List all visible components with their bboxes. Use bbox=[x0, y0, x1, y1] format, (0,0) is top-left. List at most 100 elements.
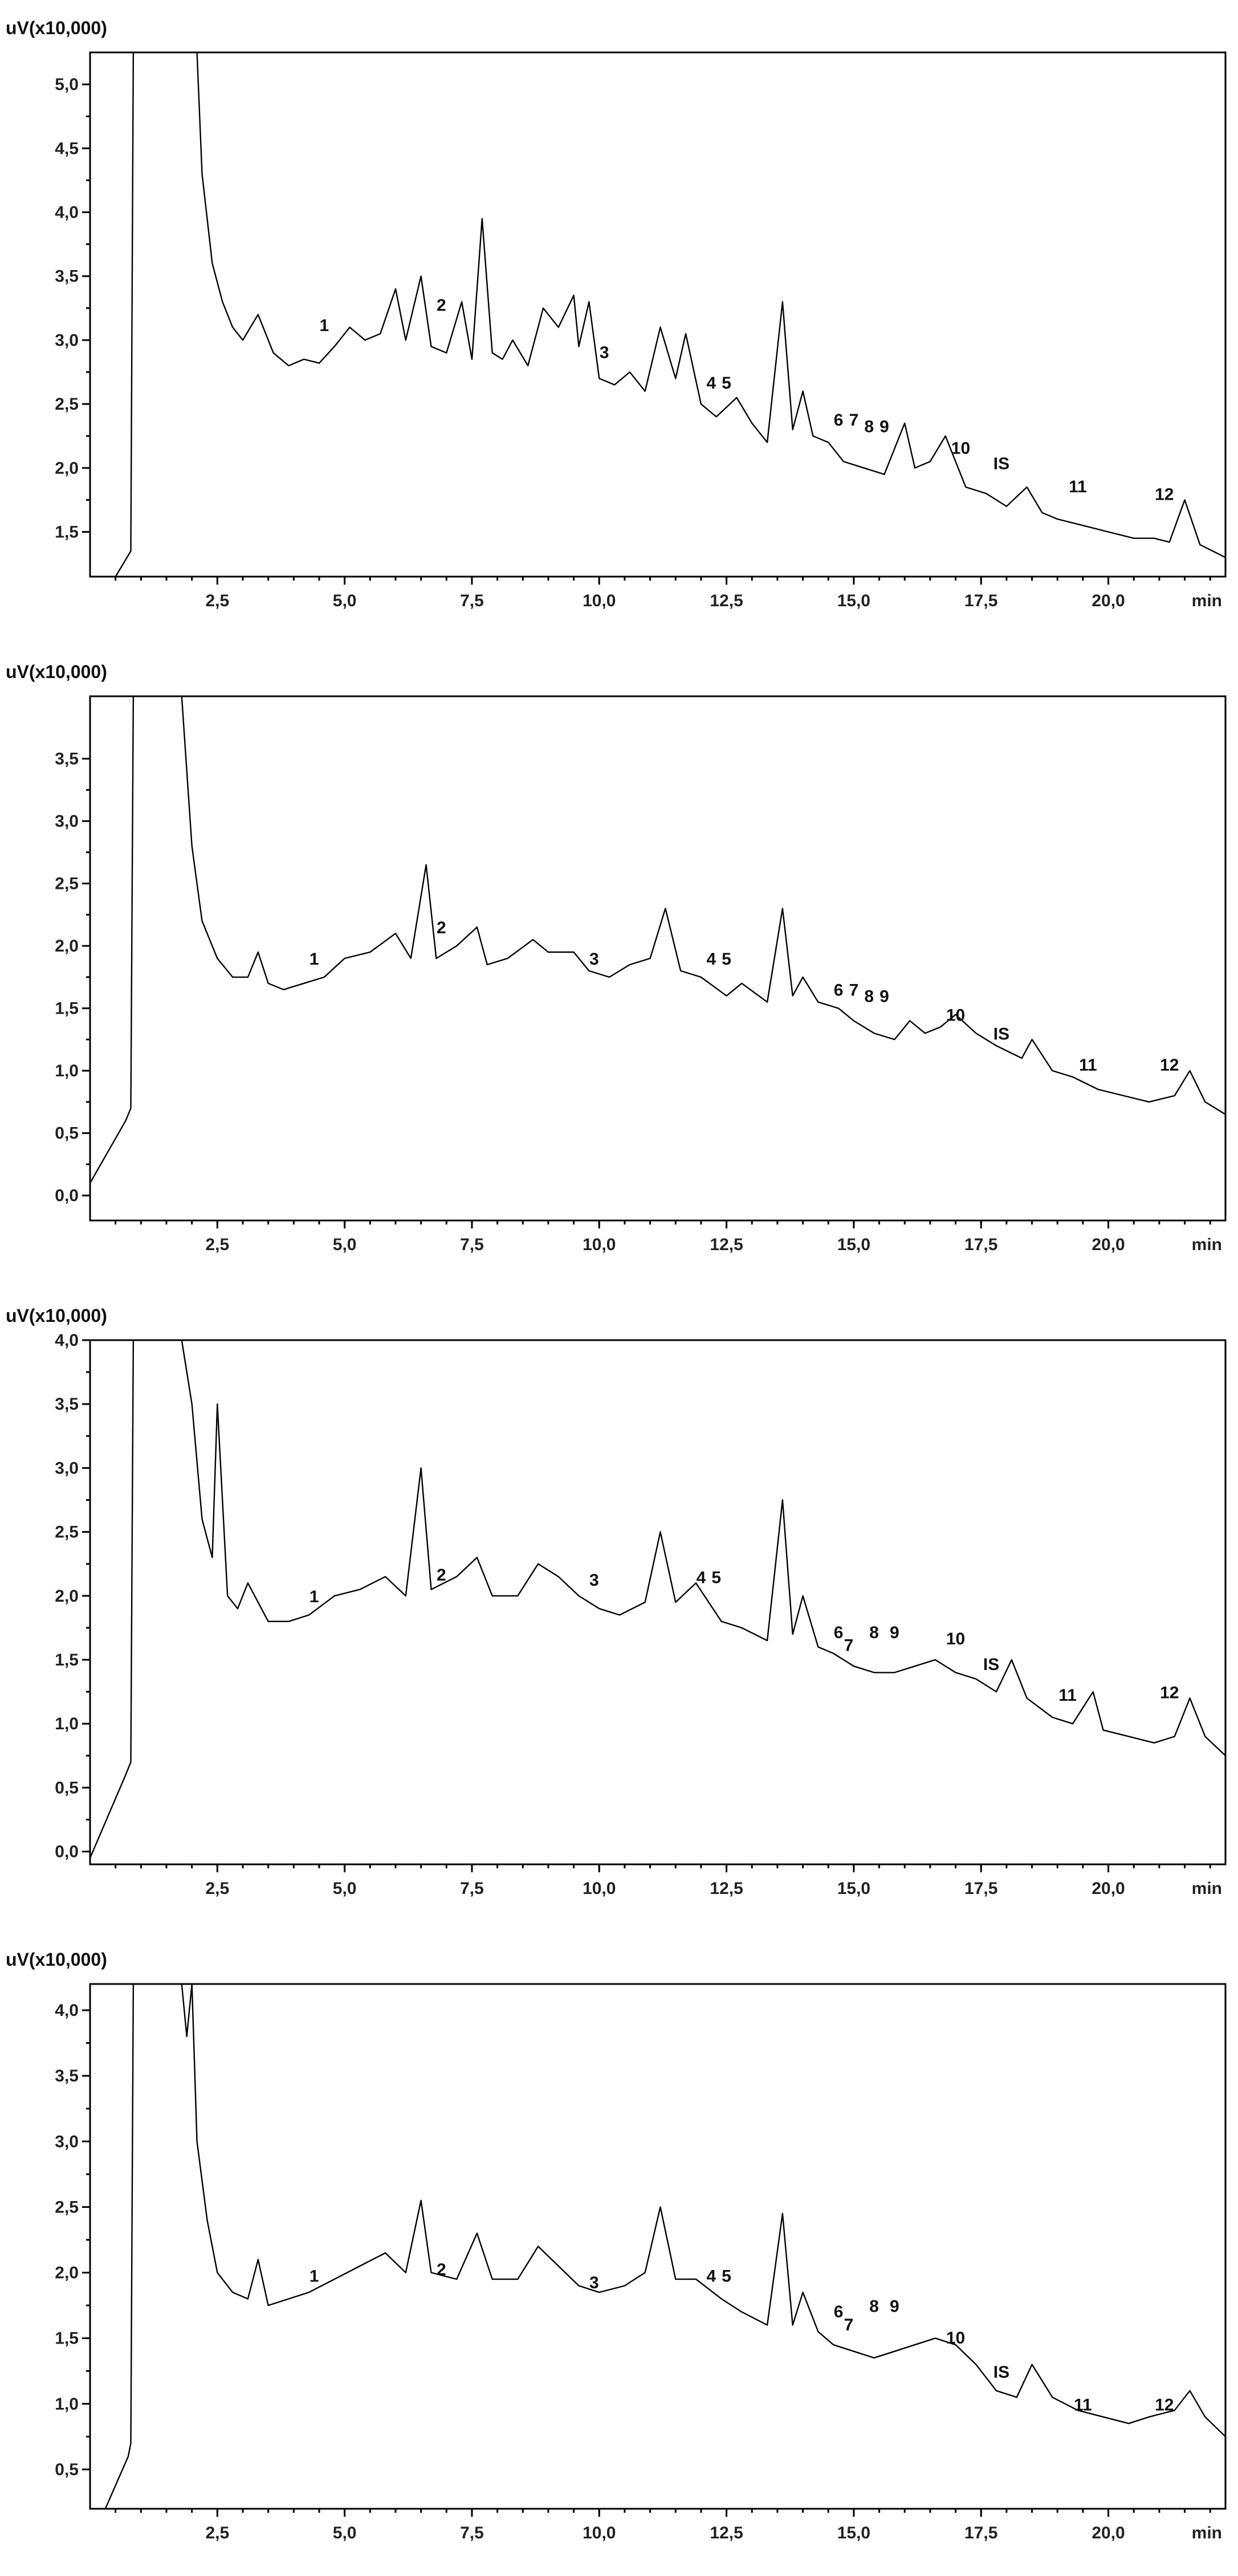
peak-label: 3 bbox=[589, 1571, 599, 1590]
y-tick-label: 4,0 bbox=[55, 203, 79, 222]
y-tick-label: 2,5 bbox=[55, 2198, 79, 2216]
y-tick-label: 0,5 bbox=[55, 1124, 79, 1143]
chromatogram-trace bbox=[104, 1984, 1225, 2509]
y-tick-label: 4,5 bbox=[55, 139, 79, 158]
x-tick-label: 20,0 bbox=[1092, 2524, 1125, 2542]
x-tick-label: 5,0 bbox=[333, 1879, 357, 1898]
peak-label: 2 bbox=[437, 918, 446, 937]
peak-label: 8 bbox=[869, 1623, 879, 1642]
x-tick-label: 2,5 bbox=[205, 1235, 229, 1254]
peak-label: 7 bbox=[849, 981, 859, 1000]
peak-label: 6 bbox=[834, 411, 844, 430]
peak-label: 1 bbox=[310, 2267, 319, 2286]
peak-label: IS bbox=[983, 1655, 999, 1674]
x-tick-label: 15,0 bbox=[837, 2524, 870, 2542]
peak-label: 10 bbox=[946, 1630, 965, 1648]
peak-label: 2 bbox=[437, 1566, 446, 1585]
y-tick-label: 1,5 bbox=[55, 2329, 79, 2348]
peak-label: 8 bbox=[864, 987, 874, 1006]
x-tick-label: 17,5 bbox=[964, 591, 997, 610]
peak-label: 12 bbox=[1160, 1056, 1179, 1075]
x-axis-unit-label: min bbox=[1192, 591, 1222, 610]
plot-frame bbox=[89, 1983, 1227, 2510]
y-tick-label: 0,5 bbox=[55, 1778, 79, 1797]
y-tick-label: 3,0 bbox=[55, 1459, 79, 1477]
y-tick-label: 4,0 bbox=[55, 2001, 79, 2020]
peak-label: 11 bbox=[1074, 2395, 1092, 2414]
x-tick-label: 15,0 bbox=[837, 1235, 870, 1254]
peak-label: 3 bbox=[589, 2273, 599, 2292]
chromatogram-panel-3: uV(x10,000) 4,0 3,5 3,0 2,5 2,0 1,5 1,0 0,5 0,0 2,… bbox=[0, 1288, 1238, 1932]
y-tick-label: 1,5 bbox=[55, 522, 79, 541]
y-tick-label: 1,0 bbox=[55, 1062, 79, 1080]
x-tick-label: 12,5 bbox=[710, 1235, 743, 1254]
x-tick-label: 10,0 bbox=[583, 1879, 616, 1898]
chart-svg: uV(x10,000) 3,5 3,0 2,5 2,0 1,5 1,0 0,5 0,0 2,5 5,… bbox=[6, 662, 1227, 1254]
y-tick-label: 2,5 bbox=[55, 395, 79, 414]
peak-label: 10 bbox=[951, 439, 970, 458]
y-tick-label: 2,0 bbox=[55, 1587, 79, 1606]
peak-label: 3 bbox=[589, 950, 599, 969]
peak-label: 4 bbox=[706, 374, 716, 393]
peak-label: 11 bbox=[1069, 477, 1087, 496]
x-tick-label: 5,0 bbox=[333, 1235, 357, 1254]
peak-label: 2 bbox=[437, 2260, 446, 2279]
x-tick-label: 15,0 bbox=[837, 591, 870, 610]
x-tick-label: 17,5 bbox=[964, 1879, 997, 1898]
peak-label: 1 bbox=[310, 1587, 319, 1606]
x-tick-label: 7,5 bbox=[460, 591, 484, 610]
y-tick-label: 5,0 bbox=[55, 75, 79, 94]
y-tick-label: 4,0 bbox=[55, 1331, 79, 1350]
x-tick-label: 7,5 bbox=[460, 1879, 484, 1898]
x-tick-label: 2,5 bbox=[205, 591, 229, 610]
peak-label: 6 bbox=[834, 981, 844, 1000]
x-tick-label: 5,0 bbox=[333, 591, 357, 610]
x-tick-label: 10,0 bbox=[583, 1235, 616, 1254]
x-tick-label: 20,0 bbox=[1092, 1879, 1125, 1898]
x-tick-label: 12,5 bbox=[710, 2524, 743, 2542]
x-tick-label: 5,0 bbox=[333, 2524, 357, 2542]
y-tick-label: 3,0 bbox=[55, 2132, 79, 2151]
peak-label: 5 bbox=[722, 374, 731, 393]
y-tick-label: 2,0 bbox=[55, 459, 79, 477]
y-tick-label: 2,0 bbox=[55, 937, 79, 956]
x-tick-label: 12,5 bbox=[710, 1879, 743, 1898]
peak-label: 5 bbox=[722, 950, 731, 969]
y-tick-label: 2,0 bbox=[55, 2264, 79, 2283]
y-axis-unit-label: uV(x10,000) bbox=[6, 18, 107, 38]
y-tick-label: 1,0 bbox=[55, 1714, 79, 1733]
peak-label: 12 bbox=[1155, 2395, 1174, 2414]
peak-label: 9 bbox=[879, 417, 889, 436]
chart-svg: uV(x10,000) 5,0 4,5 4,0 3,5 3,0 2,5 2,0 1,5 2,5 5,… bbox=[6, 18, 1227, 610]
peak-label: 2 bbox=[437, 296, 446, 315]
peak-label: 7 bbox=[849, 411, 859, 430]
plot-frame bbox=[89, 695, 1227, 1222]
chart-svg: uV(x10,000) 4,0 3,5 3,0 2,5 2,0 1,5 1,0 0,5 0,0 2,… bbox=[6, 1305, 1227, 1898]
peak-label: 5 bbox=[722, 2267, 731, 2286]
y-tick-label: 3,5 bbox=[55, 1395, 79, 1414]
x-tick-label: 15,0 bbox=[837, 1879, 870, 1898]
y-tick-label: 0,0 bbox=[55, 1843, 79, 1861]
y-axis-unit-label: uV(x10,000) bbox=[6, 1949, 107, 1970]
y-axis-unit-label: uV(x10,000) bbox=[6, 1305, 107, 1326]
peak-label: IS bbox=[993, 1024, 1009, 1043]
peak-label: 6 bbox=[834, 1623, 844, 1642]
x-tick-label: 20,0 bbox=[1092, 591, 1125, 610]
x-axis-unit-label: min bbox=[1192, 1879, 1222, 1898]
peak-label: 12 bbox=[1160, 1683, 1179, 1702]
y-tick-label: 2,5 bbox=[55, 1523, 79, 1542]
chart-svg: uV(x10,000) 4,0 3,5 3,0 2,5 2,0 1,5 1,0 0,5 2,5 5,… bbox=[6, 1949, 1227, 2542]
x-axis-unit-label: min bbox=[1192, 2524, 1222, 2542]
peak-label: 1 bbox=[310, 950, 319, 969]
peak-label: 12 bbox=[1155, 485, 1174, 504]
y-tick-label: 1,5 bbox=[55, 999, 79, 1018]
y-tick-label: 0,0 bbox=[55, 1186, 79, 1205]
y-tick-label: 0,5 bbox=[55, 2460, 79, 2479]
peak-label: IS bbox=[993, 455, 1009, 473]
x-tick-label: 12,5 bbox=[710, 591, 743, 610]
peak-label: 5 bbox=[711, 1568, 721, 1587]
peak-label: 11 bbox=[1058, 1686, 1077, 1705]
x-axis-unit-label: min bbox=[1192, 1235, 1222, 1254]
chromatogram-trace bbox=[90, 1340, 1225, 1859]
y-tick-label: 1,5 bbox=[55, 1651, 79, 1669]
